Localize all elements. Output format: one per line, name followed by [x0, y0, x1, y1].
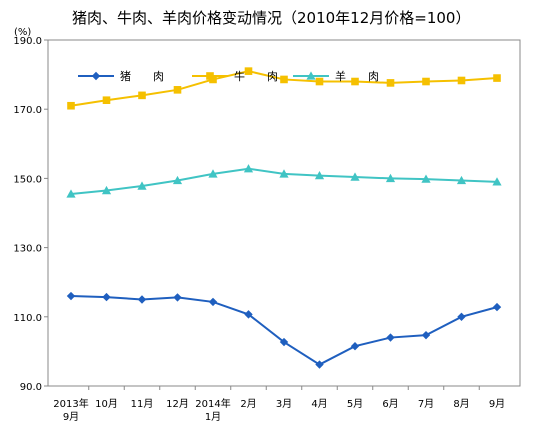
y-tick-label: 130.0	[13, 244, 42, 255]
data-point	[66, 291, 76, 301]
data-point	[279, 337, 289, 347]
y-tick-label: 150.0	[13, 174, 42, 185]
data-point	[280, 75, 288, 84]
x-tick-label: 11月	[131, 398, 154, 410]
x-tick-label: 2月	[240, 398, 256, 410]
data-point	[102, 96, 111, 105]
x-tick-label: 12月	[166, 398, 189, 410]
data-point	[351, 77, 359, 86]
legend: 猪 肉牛 肉羊 肉	[78, 69, 379, 83]
x-tick-label: 2013年	[53, 397, 88, 410]
x-tick-label: 7月	[418, 398, 434, 410]
x-tick-label: 3月	[276, 398, 292, 410]
data-point	[279, 169, 289, 178]
data-point	[244, 67, 253, 75]
x-tick-label: 9月	[489, 398, 505, 410]
legend-marker	[91, 71, 101, 81]
data-point	[386, 333, 395, 342]
series-line	[70, 295, 498, 366]
data-point	[492, 302, 502, 312]
data-point	[173, 86, 182, 94]
y-axis-unit: (%)	[14, 27, 31, 38]
data-point	[421, 330, 431, 340]
x-tick-label: 1月	[205, 411, 221, 423]
y-tick-label: 90.0	[20, 382, 42, 393]
data-point	[350, 342, 360, 351]
data-point	[386, 79, 395, 87]
legend-label: 羊 肉	[335, 69, 379, 83]
data-point	[102, 292, 111, 302]
legend-marker	[206, 72, 214, 80]
y-tick-label: 110.0	[13, 313, 42, 324]
data-point	[137, 295, 147, 304]
data-point	[101, 185, 112, 195]
data-point	[350, 172, 360, 181]
x-tick-label: 4月	[311, 398, 327, 410]
data-point	[208, 297, 218, 307]
data-point	[421, 174, 431, 183]
x-tick-label: 10月	[95, 398, 118, 410]
data-point	[67, 101, 75, 110]
data-point	[457, 76, 466, 85]
plot-frame	[47, 39, 521, 387]
data-point	[173, 293, 182, 302]
data-point	[457, 312, 466, 321]
data-point	[456, 175, 467, 185]
data-point	[208, 169, 218, 178]
legend-marker	[306, 71, 316, 80]
data-point	[422, 77, 430, 86]
legend-label: 牛 肉	[234, 69, 278, 83]
data-point	[314, 171, 325, 180]
x-tick-label: 9月	[63, 411, 79, 423]
data-point	[315, 77, 324, 86]
data-point	[244, 310, 253, 319]
x-tick-label: 8月	[453, 398, 469, 410]
y-tick-label: 170.0	[13, 105, 42, 116]
x-tick-label: 6月	[382, 398, 398, 410]
data-point	[243, 164, 254, 173]
data-point	[493, 74, 501, 82]
data-point	[137, 181, 147, 190]
data-point	[385, 173, 396, 183]
x-tick-label: 5月	[347, 398, 363, 410]
data-point	[172, 175, 183, 185]
data-point	[492, 177, 502, 186]
y-tick-label: 190.0	[13, 36, 42, 47]
data-point	[66, 189, 76, 198]
chart-title: 猪肉、牛肉、羊肉价格变动情况（2010年12月价格=100）	[72, 9, 470, 27]
data-point	[315, 360, 324, 369]
data-point	[138, 91, 146, 100]
x-tick-label: 2014年	[195, 397, 230, 410]
legend-label: 猪 肉	[120, 70, 164, 83]
